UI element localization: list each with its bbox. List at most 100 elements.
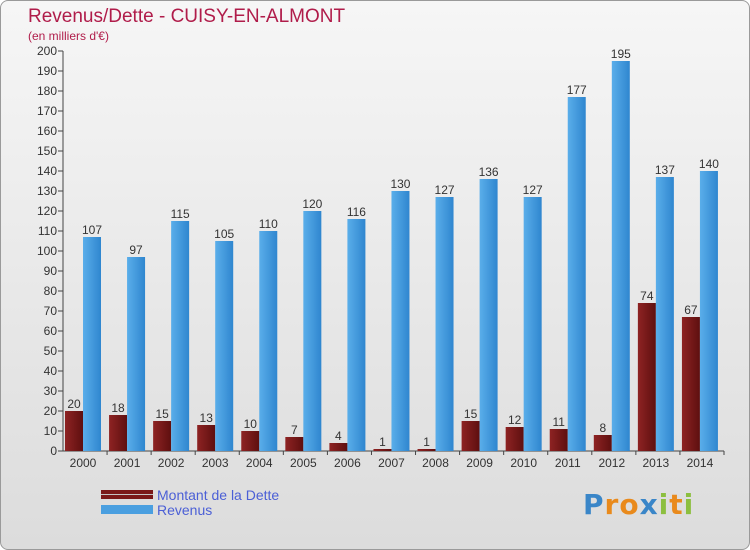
x-tick-label: 2006 <box>334 456 361 470</box>
y-tick-label: 80 <box>44 284 58 298</box>
x-tick-label: 2010 <box>510 456 537 470</box>
chart-title: Revenus/Dette - CUISY-EN-ALMONT <box>28 6 346 27</box>
revenue-data-label: 195 <box>611 47 631 61</box>
debt-bar <box>637 303 656 451</box>
chart-subtitle: (en milliers d'€) <box>28 29 109 43</box>
debt-data-label: 11 <box>552 415 565 429</box>
revenue-bar <box>523 197 542 451</box>
x-tick-label: 2003 <box>202 456 229 470</box>
revenue-bar <box>699 171 718 451</box>
y-tick-label: 110 <box>38 224 57 238</box>
debt-data-label: 15 <box>155 407 169 421</box>
y-tick-label: 100 <box>37 244 57 258</box>
debt-data-label: 12 <box>508 413 522 427</box>
y-tick-label: 70 <box>44 304 58 318</box>
debt-bar <box>417 449 436 451</box>
y-tick-label: 180 <box>37 84 57 98</box>
y-tick-label: 190 <box>37 64 57 78</box>
debt-bar <box>505 427 524 451</box>
debt-data-label: 67 <box>684 303 698 317</box>
y-tick-label: 170 <box>37 104 57 118</box>
y-tick-label: 120 <box>37 204 57 218</box>
revenue-data-label: 137 <box>655 163 675 177</box>
legend-swatch-dette <box>101 490 153 499</box>
revenue-bar <box>435 197 454 451</box>
debt-bar <box>373 449 392 451</box>
debt-bar <box>153 421 172 451</box>
x-tick-label: 2008 <box>422 456 449 470</box>
revenue-bar <box>127 257 146 451</box>
debt-bar <box>329 443 348 451</box>
x-tick-label: 2004 <box>246 456 273 470</box>
debt-bar <box>241 431 260 451</box>
y-tick-label: 20 <box>44 404 58 418</box>
y-tick-label: 160 <box>37 124 57 138</box>
revenue-data-label: 136 <box>479 165 499 179</box>
x-tick-label: 2001 <box>114 456 141 470</box>
revenue-data-label: 120 <box>302 197 322 211</box>
debt-data-label: 1 <box>423 435 430 449</box>
revenue-data-label: 115 <box>171 207 190 221</box>
legend: Montant de la Dette Revenus <box>101 486 280 518</box>
debt-data-label: 10 <box>244 417 258 431</box>
revenue-data-label: 177 <box>567 83 587 97</box>
debt-bar <box>461 421 480 451</box>
x-tick-label: 2012 <box>598 456 625 470</box>
debt-data-label: 15 <box>464 407 478 421</box>
debt-data-label: 8 <box>599 421 606 435</box>
y-tick-label: 30 <box>44 384 58 398</box>
revenue-bar <box>391 191 410 451</box>
debt-bar <box>197 425 216 451</box>
revenue-data-label: 116 <box>347 205 366 219</box>
x-tick-label: 2002 <box>158 456 185 470</box>
legend-label-dette: Montant de la Dette <box>157 486 280 503</box>
y-tick-label: 90 <box>44 264 58 278</box>
x-tick-label: 2000 <box>70 456 97 470</box>
revenue-bar <box>303 211 322 451</box>
revenue-data-label: 127 <box>523 183 543 197</box>
legend-item-revenus: Revenus <box>101 501 279 518</box>
debt-data-label: 74 <box>640 289 654 303</box>
revenue-bar <box>611 61 630 451</box>
legend-item-dette: Montant de la Dette <box>101 486 280 503</box>
debt-bar <box>681 317 700 451</box>
y-tick-label: 40 <box>44 364 58 378</box>
revenue-data-label: 130 <box>390 177 410 191</box>
x-tick-label: 2014 <box>687 456 714 470</box>
debt-bar <box>593 435 612 451</box>
debt-bar <box>109 415 128 451</box>
revenue-data-label: 97 <box>129 243 143 257</box>
y-tick-label: 10 <box>44 424 58 438</box>
debt-data-label: 4 <box>335 429 342 443</box>
y-tick-label: 150 <box>37 144 57 158</box>
revenue-bar <box>479 179 498 451</box>
debt-data-label: 18 <box>111 401 125 415</box>
revenue-bar <box>567 97 586 451</box>
debt-bar <box>549 429 568 451</box>
y-tick-label: 140 <box>37 164 57 178</box>
y-tick-label: 200 <box>37 44 57 58</box>
debt-data-label: 1 <box>379 435 386 449</box>
revenue-bar <box>83 237 101 451</box>
debt-bar <box>65 411 83 451</box>
revenue-bar <box>655 177 674 451</box>
x-tick-label: 2005 <box>290 456 317 470</box>
y-tick-label: 60 <box>44 324 58 338</box>
x-tick-label: 2009 <box>466 456 493 470</box>
y-tick-label: 130 <box>37 184 57 198</box>
debt-bar <box>285 437 304 451</box>
revenue-bar <box>259 231 278 451</box>
debt-data-label: 13 <box>200 411 214 425</box>
revenue-bar <box>215 241 234 451</box>
revenue-data-label: 140 <box>699 157 719 171</box>
proxiti-logo: Proxiti <box>583 488 695 521</box>
revenue-data-label: 110 <box>259 217 278 231</box>
y-tick-label: 50 <box>44 344 58 358</box>
x-tick-label: 2007 <box>378 456 405 470</box>
debt-data-label: 20 <box>67 397 81 411</box>
x-tick-label: 2011 <box>555 456 581 470</box>
revenue-bar <box>347 219 366 451</box>
legend-label-revenus: Revenus <box>157 501 213 518</box>
